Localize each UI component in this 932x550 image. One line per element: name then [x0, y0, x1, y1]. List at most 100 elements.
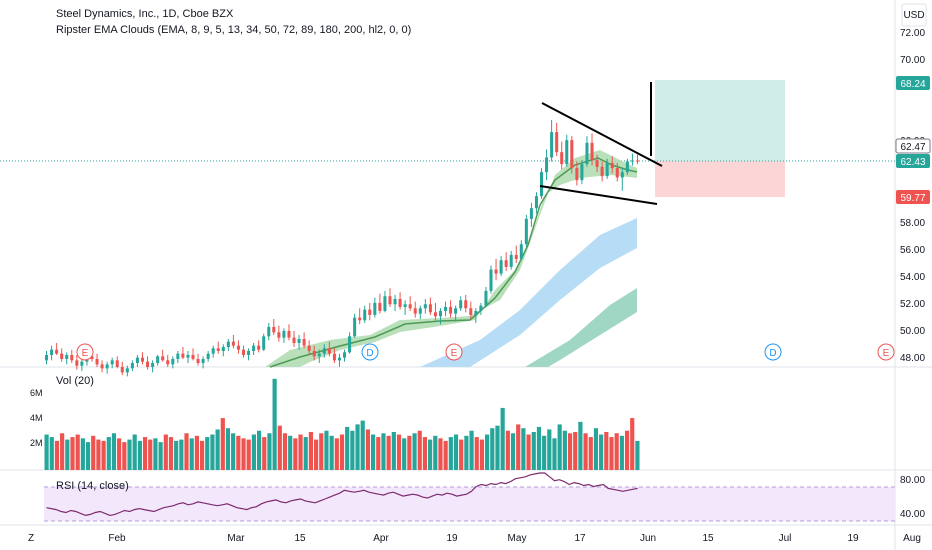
- volume-bar[interactable]: [210, 434, 215, 470]
- volume-bar[interactable]: [619, 435, 624, 470]
- volume-bar[interactable]: [236, 435, 241, 470]
- volume-bar[interactable]: [205, 437, 210, 470]
- candle-body[interactable]: [322, 348, 326, 354]
- volume-bar[interactable]: [365, 429, 371, 470]
- volume-bar[interactable]: [303, 437, 308, 470]
- candle-body[interactable]: [519, 244, 523, 259]
- volume-bar[interactable]: [630, 418, 635, 470]
- volume-bar[interactable]: [469, 430, 474, 470]
- candle-body[interactable]: [358, 317, 362, 321]
- volume-title[interactable]: Vol (20): [56, 375, 94, 387]
- event-marker-dividend[interactable]: D: [764, 343, 782, 361]
- candle-body[interactable]: [292, 337, 296, 343]
- candle-body[interactable]: [489, 269, 493, 291]
- zoom-icon[interactable]: Z: [28, 533, 34, 544]
- candle-body[interactable]: [560, 152, 564, 165]
- volume-bar[interactable]: [199, 440, 205, 470]
- candle-body[interactable]: [201, 358, 205, 363]
- candle-body[interactable]: [211, 348, 215, 354]
- candle-body[interactable]: [630, 160, 634, 162]
- volume-bar[interactable]: [350, 430, 355, 470]
- volume-bar[interactable]: [578, 421, 583, 470]
- candle-body[interactable]: [50, 349, 54, 355]
- volume-bar[interactable]: [433, 435, 438, 470]
- candle-body[interactable]: [393, 298, 397, 305]
- candle-body[interactable]: [45, 354, 49, 361]
- candle-body[interactable]: [494, 269, 498, 274]
- volume-bar[interactable]: [288, 435, 293, 470]
- candle-body[interactable]: [151, 362, 155, 367]
- candle-body[interactable]: [408, 304, 412, 309]
- volume-bar[interactable]: [557, 424, 562, 470]
- candle-body[interactable]: [161, 356, 165, 361]
- volume-bar[interactable]: [106, 437, 111, 470]
- candle-body[interactable]: [438, 310, 443, 317]
- volume-bar[interactable]: [262, 437, 267, 470]
- candle-body[interactable]: [454, 308, 458, 314]
- candle-body[interactable]: [60, 353, 64, 359]
- candle-body[interactable]: [146, 361, 150, 367]
- last-price-marker[interactable]: [895, 138, 931, 154]
- candle-body[interactable]: [580, 164, 584, 181]
- candle-body[interactable]: [252, 345, 256, 351]
- candle-body[interactable]: [363, 309, 367, 321]
- volume-bar[interactable]: [60, 433, 65, 470]
- volume-bar[interactable]: [485, 434, 490, 470]
- volume-bar[interactable]: [371, 434, 376, 470]
- target-zone[interactable]: [655, 80, 785, 161]
- volume-bar[interactable]: [127, 439, 132, 470]
- volume-bar[interactable]: [117, 438, 122, 470]
- volume-bar[interactable]: [158, 442, 163, 470]
- candle-body[interactable]: [125, 368, 129, 373]
- volume-bar[interactable]: [251, 434, 256, 470]
- currency-box[interactable]: [901, 3, 927, 27]
- volume-bar[interactable]: [381, 433, 386, 470]
- volume-bar[interactable]: [448, 437, 453, 470]
- volume-bar[interactable]: [624, 430, 630, 470]
- candle-body[interactable]: [317, 353, 321, 357]
- volume-bar[interactable]: [516, 424, 521, 470]
- candle-body[interactable]: [484, 290, 488, 306]
- volume-bar[interactable]: [282, 433, 288, 470]
- candle-body[interactable]: [499, 260, 503, 274]
- candle-body[interactable]: [378, 302, 382, 311]
- candle-body[interactable]: [474, 310, 478, 315]
- candle-body[interactable]: [302, 338, 306, 346]
- candle-body[interactable]: [262, 336, 266, 350]
- candle-body[interactable]: [413, 308, 417, 314]
- volume-bar[interactable]: [614, 433, 619, 470]
- candle-body[interactable]: [312, 350, 316, 357]
- volume-bar[interactable]: [547, 429, 552, 470]
- candle-body[interactable]: [75, 360, 79, 366]
- candle-body[interactable]: [206, 353, 210, 359]
- volume-bar[interactable]: [267, 433, 272, 470]
- candle-body[interactable]: [449, 306, 453, 314]
- candle-body[interactable]: [600, 166, 604, 177]
- event-marker-dividend[interactable]: D: [361, 343, 379, 361]
- volume-bar[interactable]: [510, 433, 516, 470]
- volume-bar[interactable]: [376, 437, 381, 470]
- volume-bar[interactable]: [505, 430, 510, 470]
- candle-body[interactable]: [398, 298, 402, 307]
- volume-bar[interactable]: [536, 426, 542, 470]
- volume-bar[interactable]: [428, 439, 433, 470]
- candle-body[interactable]: [287, 330, 291, 338]
- volume-bar[interactable]: [417, 430, 422, 470]
- candle-body[interactable]: [327, 348, 331, 354]
- volume-bar[interactable]: [552, 438, 557, 470]
- volume-bar[interactable]: [65, 439, 70, 470]
- candle-body[interactable]: [247, 350, 251, 355]
- volume-bar[interactable]: [225, 428, 231, 470]
- volume-bar[interactable]: [490, 428, 495, 470]
- candle-body[interactable]: [595, 160, 599, 167]
- volume-bar[interactable]: [495, 425, 500, 470]
- volume-bar[interactable]: [101, 440, 106, 470]
- volume-bar[interactable]: [277, 425, 282, 470]
- volume-bar[interactable]: [526, 434, 531, 470]
- volume-bar[interactable]: [593, 428, 599, 470]
- candle-body[interactable]: [444, 306, 448, 311]
- candle-body[interactable]: [545, 157, 549, 173]
- volume-bar[interactable]: [319, 433, 324, 470]
- candle-body[interactable]: [514, 254, 518, 259]
- candle-body[interactable]: [221, 346, 225, 351]
